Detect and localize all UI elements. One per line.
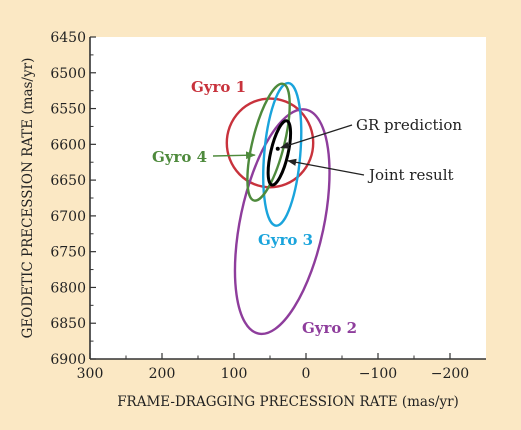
y-tick-label: 6500 xyxy=(50,66,86,82)
gyro-3-label: Gyro 3 xyxy=(258,231,313,249)
y-tick-label: 6850 xyxy=(50,316,86,332)
x-tick-label: 200 xyxy=(149,366,176,382)
x-tick-label: 300 xyxy=(77,366,104,382)
y-tick-label: 6700 xyxy=(50,209,86,225)
joint-result-arrow xyxy=(287,158,365,176)
gr-prediction-label: GR prediction xyxy=(356,116,462,134)
y-tick-label: 6450 xyxy=(50,30,86,46)
y-axis-title: GEODETIC PRECESSION RATE (mas/yr) xyxy=(20,58,36,339)
x-tick-label: 0 xyxy=(302,366,311,382)
gr-prediction-arrow xyxy=(279,124,353,149)
x-axis-title: FRAME-DRAGGING PRECESSION RATE (mas/yr) xyxy=(117,394,459,410)
y-tick-label: 6650 xyxy=(50,173,86,189)
y-tick-label: 6600 xyxy=(50,137,86,153)
annotation-layer: Gyro 1 Gyro 2 Gyro 3 Gyro 4 GR prediction Joi… xyxy=(152,78,462,337)
joint-result-label: Joint result xyxy=(367,166,454,184)
y-tick-label: 6800 xyxy=(50,280,86,296)
x-tick-label: −200 xyxy=(431,366,469,382)
gyro-2-ellipse xyxy=(233,108,331,336)
plot-area xyxy=(90,37,486,359)
gyro-1-label: Gyro 1 xyxy=(191,78,246,96)
x-tick-label: −100 xyxy=(359,366,397,382)
gyro-3-ellipse xyxy=(262,81,303,227)
ticks-layer: 300 200 100 0 −100 −200 6450 6500 6550 6600 6650 67… xyxy=(50,30,469,382)
gyro-4-arrow xyxy=(212,151,256,160)
gyro-2-label: Gyro 2 xyxy=(302,319,357,337)
x-tick-label: 100 xyxy=(221,366,248,382)
gr-prediction-point xyxy=(275,146,280,151)
y-tick-label: 6900 xyxy=(50,352,86,368)
y-tick-label: 6750 xyxy=(50,245,86,261)
gyro-4-label: Gyro 4 xyxy=(152,148,207,166)
y-tick-label: 6550 xyxy=(50,102,86,118)
joint-result-ellipse xyxy=(266,119,293,187)
gyro-1-ellipse xyxy=(225,97,315,189)
